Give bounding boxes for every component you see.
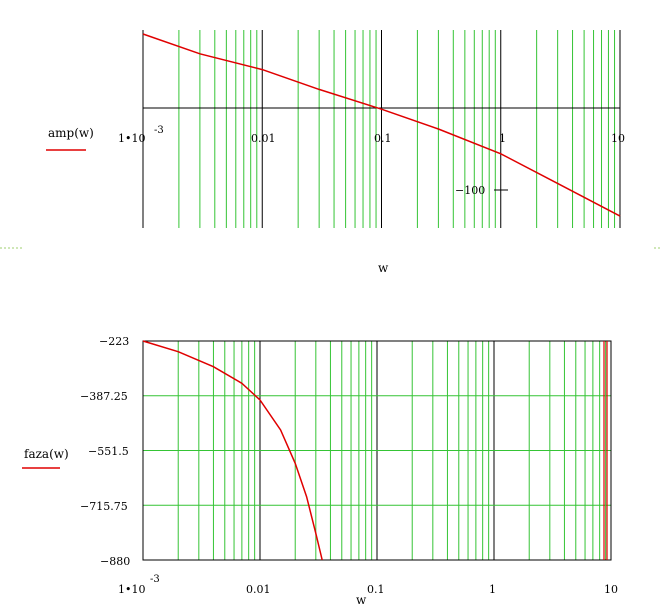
amp-plot: 1•10 -3 0.01 0.1 1 10 −100 amp(w) w (46, 30, 625, 275)
amp-xtick-exp: -3 (154, 125, 164, 136)
faza-frame (142, 340, 612, 561)
amp-xaxis-label: w (378, 261, 389, 275)
faza-xtick-0.1: 0.1 (367, 583, 385, 596)
faza-legend-label: faza(w) (24, 447, 69, 461)
faza-grid (142, 341, 612, 560)
amp-xtick-0.1: 0.1 (374, 132, 392, 145)
faza-xtick-0.01: 0.01 (246, 583, 271, 596)
faza-xtick-exp: -3 (150, 574, 160, 585)
faza-xtick-10: 10 (604, 583, 618, 596)
faza-ytick-1: −223 (99, 335, 129, 348)
amp-ytick-neg100: −100 (455, 184, 485, 197)
faza-ytick-2: −387.25 (80, 390, 128, 403)
amp-xtick-1: 1 (499, 132, 506, 145)
faza-xaxis-label: w (356, 593, 367, 605)
faza-xtick-1: 1 (489, 583, 496, 596)
faza-plot: −223 −387.25 −551.5 −715.75 −880 1•10 -3… (22, 335, 618, 605)
faza-ytick-3: −551.5 (88, 445, 129, 458)
amp-xtick-1e-3: 1•10 (118, 132, 145, 145)
faza-series-line (142, 340, 323, 561)
amp-xtick-10: 10 (611, 132, 625, 145)
faza-ytick-5: −880 (100, 555, 130, 568)
amp-grid (142, 30, 621, 228)
faza-ytick-4: −715.75 (80, 500, 128, 513)
amp-xtick-0.01: 0.01 (251, 132, 276, 145)
amp-series-line (142, 33, 621, 217)
amp-legend-label: amp(w) (48, 126, 94, 140)
faza-xtick-1e-3: 1•10 (118, 583, 145, 596)
